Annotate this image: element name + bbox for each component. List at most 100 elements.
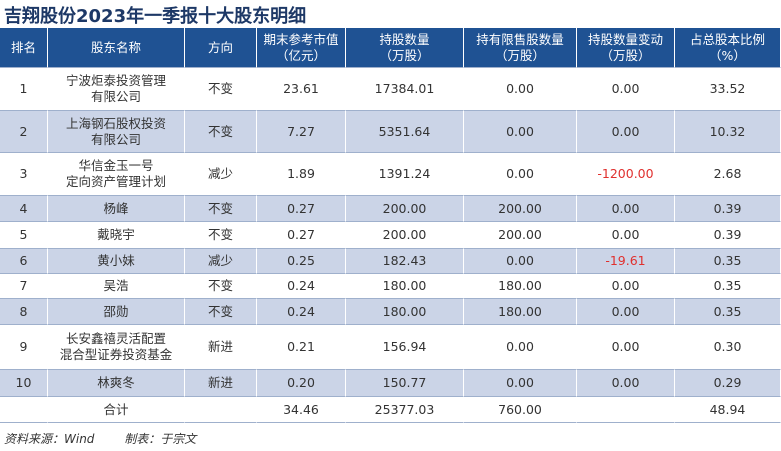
cell-text: 200.00 [498, 200, 542, 216]
cell-text: 180.00 [382, 303, 427, 319]
table-cell: 7.27 [257, 111, 346, 153]
cell-text: 杨峰 [103, 200, 129, 216]
cell-text: 0.00 [611, 123, 640, 139]
table-cell: 150.77 [346, 370, 464, 397]
table-cell: 0.00 [577, 111, 675, 153]
table-cell: 9 [0, 325, 48, 370]
cell-text: 有限公司 [90, 89, 141, 104]
cell-text: 不变 [207, 81, 233, 96]
header-cell: 股东名称 [48, 28, 185, 68]
cell-text: 5351.64 [378, 123, 431, 139]
table-cell: 不变 [185, 222, 257, 249]
cell-text: 180.00 [498, 303, 542, 319]
cell-text: 股东名称 [90, 39, 141, 55]
table-cell: 0.00 [577, 274, 675, 299]
table-cell: 0.00 [464, 111, 577, 153]
cell-text: 新进 [207, 339, 233, 354]
cell-text: 排名 [10, 39, 36, 55]
total-cell: 合计 [48, 397, 185, 423]
cell-text: 0.29 [713, 375, 742, 390]
total-cell [0, 397, 48, 423]
header-cell: 排名 [0, 28, 48, 68]
cell-text: 200.00 [382, 200, 427, 216]
cell-text: 0.21 [287, 339, 315, 354]
table-cell: 180.00 [346, 299, 464, 325]
table-cell: 0.00 [464, 153, 577, 196]
cell-text: 0.30 [713, 339, 742, 354]
cell-text: 0.39 [713, 200, 742, 216]
cell-text: 不变 [207, 200, 233, 216]
header-cell: 持股数量变动 （万股） [577, 28, 675, 68]
cell-text: 黄小妹 [97, 253, 135, 268]
cell-text: （万股） [494, 47, 545, 63]
table-cell: 0.39 [675, 222, 781, 249]
cell-text: 34.46 [283, 401, 319, 417]
cell-text: 0.00 [611, 303, 640, 319]
total-cell: 25377.03 [346, 397, 464, 423]
cell-text: 5 [19, 227, 28, 242]
table-cell: 10 [0, 370, 48, 397]
cell-text: 0.35 [713, 253, 742, 268]
cell-text: 不变 [207, 303, 233, 319]
cell-text: 0.00 [506, 253, 534, 268]
cell-text: 1.89 [287, 166, 315, 181]
table-cell: 0.00 [577, 325, 675, 370]
table-cell: 不变 [185, 299, 257, 325]
table-cell: 3 [0, 153, 48, 196]
table-cell: 17384.01 [346, 68, 464, 111]
cell-text: （%） [709, 47, 746, 63]
total-cell [577, 397, 675, 423]
header-cell: 持有限售股数量 （万股） [464, 28, 577, 68]
table-cell: 减少 [185, 153, 257, 196]
cell-text: 156.94 [382, 339, 427, 354]
cell-text: 0.27 [287, 227, 315, 242]
cell-text: 9 [19, 339, 28, 354]
table-cell: 不变 [185, 111, 257, 153]
cell-text: 7 [19, 278, 28, 293]
cell-text: 7.27 [287, 123, 315, 139]
table-cell: 新进 [185, 325, 257, 370]
table-cell: 0.00 [577, 196, 675, 222]
table-cell: -1200.00 [577, 153, 675, 196]
cell-text: 戴晓宇 [97, 227, 135, 242]
total-cell: 48.94 [675, 397, 781, 423]
table-cell: -19.61 [577, 249, 675, 274]
cell-text: 上海钢石股权投资 [65, 115, 166, 131]
cell-text: 持有限售股数量 [476, 31, 564, 47]
cell-text: 0.00 [506, 166, 534, 181]
cell-text: 17384.01 [374, 81, 435, 96]
cell-text: -19.61 [605, 253, 646, 268]
cell-text: 0.00 [506, 339, 534, 354]
table-cell: 200.00 [346, 222, 464, 249]
source: 资料来源：Wind [4, 432, 95, 446]
table-cell: 0.35 [675, 299, 781, 325]
cell-text: 邵勋 [103, 303, 129, 319]
cell-text: 0.24 [287, 303, 315, 319]
table-cell: 减少 [185, 249, 257, 274]
total-cell: 760.00 [464, 397, 577, 423]
cell-text: 33.52 [709, 81, 746, 96]
cell-text: 0.00 [611, 339, 640, 354]
cell-text: 760.00 [498, 401, 542, 417]
table-cell: 0.20 [257, 370, 346, 397]
cell-text: 不变 [207, 278, 233, 293]
header-cell: 期末参考市值 （亿元） [257, 28, 346, 68]
cell-text: 3 [19, 166, 28, 181]
table-cell: 0.35 [675, 249, 781, 274]
table-cell: 0.00 [464, 370, 577, 397]
table-cell: 不变 [185, 68, 257, 111]
table-cell: 0.00 [577, 68, 675, 111]
table-cell: 0.25 [257, 249, 346, 274]
cell-text: 1 [19, 81, 28, 96]
cell-text: 有限公司 [90, 131, 141, 147]
cell-text: 期末参考市值 [263, 31, 339, 47]
table-cell: 23.61 [257, 68, 346, 111]
table-cell: 5351.64 [346, 111, 464, 153]
table-cell: 新进 [185, 370, 257, 397]
table-cell: 180.00 [464, 274, 577, 299]
table-cell: 宁波炬泰投资管理 有限公司 [48, 68, 185, 111]
cell-text: 23.61 [283, 81, 319, 96]
table-cell: 0.39 [675, 196, 781, 222]
cell-text: 持股数量 [379, 31, 430, 47]
